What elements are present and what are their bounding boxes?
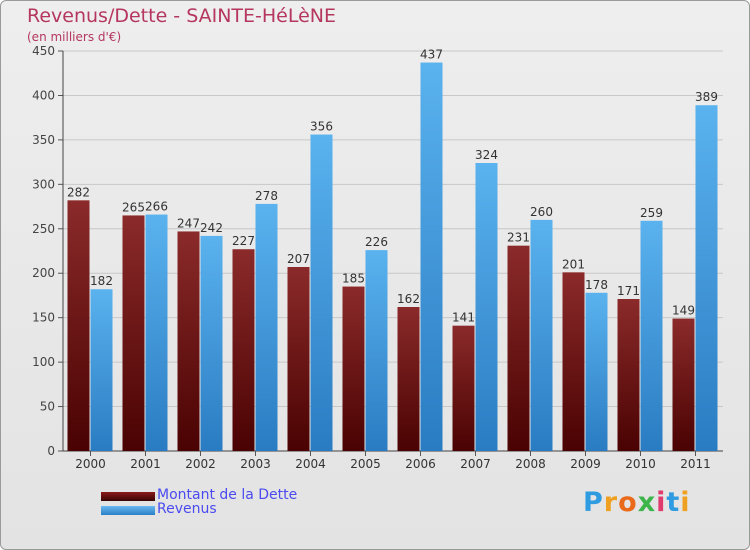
bar-dette [177, 231, 200, 451]
x-tick-label: 2009 [570, 457, 601, 471]
data-label-revenus: 182 [90, 274, 113, 288]
y-tick-label: 450 [32, 44, 55, 58]
data-label-dette: 231 [507, 231, 530, 245]
data-label-revenus: 278 [255, 189, 278, 203]
bar-revenus [585, 292, 608, 451]
logo-letter: x [637, 487, 657, 518]
legend-label-dette: Montant de la Dette [157, 487, 298, 503]
data-label-dette: 149 [672, 304, 695, 318]
logo-letter: r [603, 487, 619, 518]
data-label-dette: 265 [122, 200, 145, 214]
chart-title: Revenus/Dette - SAINTE-HéLèNE [27, 5, 337, 27]
x-tick-label: 2006 [405, 457, 436, 471]
x-tick-label: 2003 [240, 457, 271, 471]
x-tick-label: 2004 [295, 457, 326, 471]
y-tick-label: 150 [32, 311, 55, 325]
y-tick-label: 350 [32, 133, 55, 147]
legend-label-revenus: Revenus [157, 501, 217, 517]
bar-revenus [310, 134, 333, 452]
x-tick-label: 2000 [75, 457, 106, 471]
x-tick-label: 2001 [130, 457, 161, 471]
bar-dette [562, 272, 585, 451]
data-label-revenus: 266 [145, 200, 168, 214]
bar-revenus [200, 235, 223, 451]
logo-letter: t [666, 487, 681, 518]
bar-dette [507, 245, 530, 451]
logo-letter: o [618, 487, 638, 518]
logo-letter: P [583, 487, 604, 518]
data-label-dette: 207 [287, 252, 310, 266]
data-label-dette: 185 [342, 272, 365, 286]
bar-dette [397, 307, 420, 451]
bar-revenus [695, 105, 718, 451]
data-label-dette: 227 [232, 234, 255, 248]
x-tick-label: 2007 [460, 457, 491, 471]
bar-revenus [365, 250, 388, 451]
data-label-dette: 162 [397, 292, 420, 306]
legend-swatch-dette [101, 492, 155, 501]
bar-dette [342, 286, 365, 451]
logo-letter: i [656, 487, 667, 518]
bar-revenus [255, 203, 278, 451]
bar-dette [122, 215, 145, 451]
chart-subtitle: (en milliers d'€) [27, 30, 122, 44]
x-tick-label: 2005 [350, 457, 381, 471]
bar-dette [67, 200, 90, 451]
data-label-dette: 282 [67, 185, 90, 199]
y-tick-label: 300 [32, 177, 55, 191]
data-label-dette: 247 [177, 216, 200, 230]
data-label-dette: 171 [617, 284, 640, 298]
y-tick-label: 200 [32, 266, 55, 280]
bar-dette [452, 325, 475, 451]
data-label-revenus: 437 [420, 48, 443, 62]
y-tick-label: 400 [32, 88, 55, 102]
x-tick-label: 2008 [515, 457, 546, 471]
bar-dette [232, 249, 255, 451]
bar-dette [672, 318, 695, 451]
data-label-dette: 141 [452, 311, 475, 325]
bar-revenus [90, 289, 113, 451]
bar-revenus [640, 220, 663, 451]
data-label-revenus: 389 [695, 90, 718, 104]
bar-dette [287, 267, 310, 451]
data-label-revenus: 356 [310, 120, 333, 134]
x-tick-label: 2011 [680, 457, 711, 471]
data-label-dette: 201 [562, 257, 585, 271]
data-label-revenus: 226 [365, 235, 388, 249]
y-tick-label: 50 [40, 400, 55, 414]
bar-revenus [145, 214, 168, 451]
x-tick-label: 2010 [625, 457, 656, 471]
y-tick-label: 0 [47, 444, 55, 458]
bar-dette [617, 299, 640, 451]
x-tick-label: 2002 [185, 457, 216, 471]
bar-revenus [420, 62, 443, 452]
logo-letter: i [680, 487, 691, 518]
bar-revenus [475, 163, 498, 451]
legend-swatch-revenus [101, 506, 155, 515]
y-tick-label: 250 [32, 222, 55, 236]
data-label-revenus: 259 [640, 206, 663, 220]
proxiti-logo: Proxiti [583, 487, 691, 518]
data-label-revenus: 178 [585, 278, 608, 292]
bar-revenus [530, 219, 553, 451]
data-label-revenus: 242 [200, 221, 223, 235]
data-label-revenus: 260 [530, 205, 553, 219]
y-tick-label: 100 [32, 355, 55, 369]
data-label-revenus: 324 [475, 148, 498, 162]
